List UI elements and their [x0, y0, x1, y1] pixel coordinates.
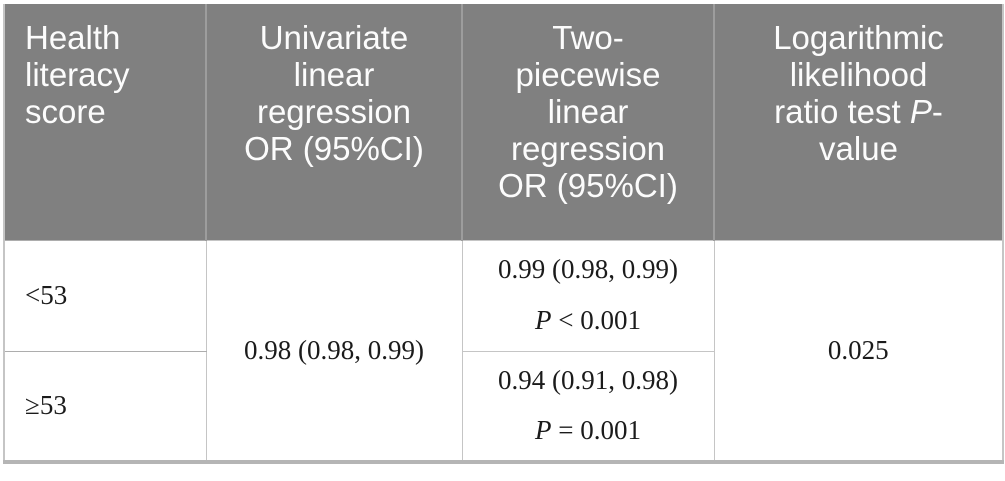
table-row-lt53: <53 0.98 (0.98, 0.99) 0.99 (0.98, 0.99) …	[3, 239, 1004, 463]
table-header: Health literacy score Univariate linear …	[4, 4, 1003, 240]
two-piecewise-values-lt53: 0.99 (0.98, 0.99) P < 0.001	[469, 253, 708, 338]
header-p-symbol: P	[909, 93, 932, 130]
p-rest-lt53: < 0.001	[551, 305, 641, 335]
p-symbol-lt53: P	[535, 305, 552, 335]
header-log-likelihood-prefix: Logarithmic likelihood ratio test	[773, 19, 944, 130]
p-value-lt53: P < 0.001	[469, 304, 708, 338]
two-piecewise-values-ge53: 0.94 (0.91, 0.98) P = 0.001	[469, 364, 708, 449]
header-univariate-linear-regression: Univariate linear regression OR (95%CI)	[205, 4, 462, 240]
results-table-wrapper: Health literacy score Univariate linear …	[3, 4, 1004, 464]
cell-score-ge53: ≥53	[3, 350, 207, 463]
header-log-likelihood-suffix: - value	[819, 93, 943, 167]
table-body: <53 0.98 (0.98, 0.99) 0.99 (0.98, 0.99) …	[3, 239, 1004, 463]
cell-score-lt53: <53	[3, 239, 207, 352]
regression-results-table: Health literacy score Univariate linear …	[3, 4, 1004, 464]
header-row: Health literacy score Univariate linear …	[4, 4, 1003, 240]
cell-two-piecewise-or-lt53: 0.99 (0.98, 0.99) P < 0.001	[461, 239, 715, 352]
table-row-ge53: ≥53 0.94 (0.91, 0.98) P = 0.001	[3, 350, 1003, 463]
header-health-literacy-score: Health literacy score	[4, 4, 206, 240]
p-rest-ge53: = 0.001	[551, 415, 641, 446]
cell-two-piecewise-or-ge53: 0.94 (0.91, 0.98) P = 0.001	[461, 350, 715, 463]
cell-log-likelihood-p-value: 0.025	[713, 239, 1004, 463]
cell-univariate-or: 0.98 (0.98, 0.99)	[205, 239, 463, 463]
or-value-ge53: 0.94 (0.91, 0.98)	[498, 364, 678, 395]
header-log-likelihood-ratio-test: Logarithmic likelihood ratio test P- val…	[713, 4, 1003, 240]
or-value-lt53: 0.99 (0.98, 0.99)	[498, 254, 678, 285]
p-value-ge53: P = 0.001	[469, 414, 708, 448]
header-two-piecewise-linear-regression: Two- piecewise linear regression OR (95%…	[461, 4, 714, 240]
p-symbol-ge53: P	[535, 415, 552, 446]
